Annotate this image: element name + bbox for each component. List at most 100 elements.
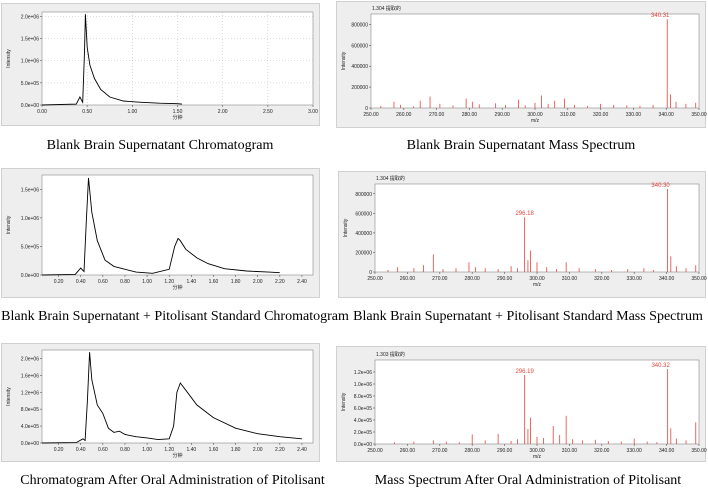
x-tick-label: 0.00 bbox=[37, 109, 47, 115]
y-tick-label: 2.0e+05 bbox=[354, 430, 372, 436]
y-tick-label: 1.0e+06 bbox=[21, 59, 39, 65]
y-tick-label: 1.5e+06 bbox=[21, 37, 39, 43]
x-tick-label: 1.00 bbox=[142, 279, 152, 285]
x-tick-label: 1.60 bbox=[209, 447, 219, 453]
x-tick-label: 320.00 bbox=[594, 276, 610, 282]
x-tick-label: 350.00 bbox=[691, 276, 707, 282]
x-tick-label: 260.00 bbox=[396, 112, 412, 118]
y-tick-label: 0 bbox=[369, 270, 372, 276]
x-tick-label: 260.00 bbox=[400, 276, 416, 282]
x-tick-label: 2.20 bbox=[275, 279, 285, 285]
x-tick-label: 0.50 bbox=[82, 109, 92, 115]
chart-panel-3: 0.0e+00 5.0e+05 1.0e+06 1.5e+06 0.20 0.40 0.60… bbox=[1, 168, 320, 298]
y-tick-label: 200000 bbox=[355, 250, 372, 256]
chart-4-caption: Blank Brain Supernatant + Pitolisant Sta… bbox=[353, 309, 703, 324]
x-tick-label: 0.40 bbox=[76, 279, 86, 285]
peak-label: 296.19 bbox=[515, 369, 534, 375]
x-tick-label: 290.00 bbox=[495, 112, 511, 118]
y-tick-label: 0.0e+00 bbox=[354, 442, 372, 448]
x-tick-label: 280.00 bbox=[465, 448, 481, 454]
plot-area bbox=[41, 349, 314, 444]
x-tick-label: 340.00 bbox=[659, 112, 675, 118]
spectrum-header: 1.304 提取的 bbox=[376, 175, 405, 182]
x-axis-label: m/z bbox=[533, 282, 542, 288]
y-tick-label: 400000 bbox=[355, 231, 372, 237]
x-tick-label: 310.00 bbox=[562, 448, 578, 454]
x-tick-label: 300.00 bbox=[529, 448, 545, 454]
y-tick-label: 1.5e+06 bbox=[21, 187, 39, 193]
x-tick-label: 1.00 bbox=[127, 109, 137, 115]
spectrum-header: 1.304 提取的 bbox=[372, 5, 401, 12]
x-tick-label: 1.20 bbox=[164, 279, 174, 285]
x-tick-label: 280.00 bbox=[465, 276, 481, 282]
y-tick-label: 1.0e+06 bbox=[21, 216, 39, 222]
plot-area bbox=[370, 13, 700, 109]
x-tick-label: 0.20 bbox=[54, 279, 64, 285]
y-tick-label: 1.2e+06 bbox=[354, 370, 372, 376]
x-tick-label: 1.00 bbox=[142, 447, 152, 453]
chart-6-svg: 0.0e+00 2.0e+05 4.0e+05 6.0e+05 8.0e+05 1.0e+… bbox=[341, 351, 707, 460]
x-tick-label: 270.00 bbox=[429, 112, 445, 118]
x-tick-label: 350.00 bbox=[691, 448, 707, 454]
chromatogram-line-1 bbox=[41, 14, 183, 106]
y-tick-label: 0.0e+00 bbox=[21, 273, 39, 279]
x-tick-label: 2.40 bbox=[297, 279, 307, 285]
x-axis-label: m/z bbox=[531, 118, 540, 124]
x-tick-label: 250.00 bbox=[363, 112, 379, 118]
x-tick-label: 290.00 bbox=[497, 448, 513, 454]
y-axis-label: Intensity bbox=[6, 387, 12, 406]
y-tick-label: 5.0e+05 bbox=[21, 81, 39, 87]
chart-panel-5: 0.0e+00 4.0e+05 8.0e+05 1.2e+06 1.6e+06 2.0e+… bbox=[1, 343, 320, 462]
plot-area bbox=[374, 359, 700, 445]
y-axis-label: Intensity bbox=[341, 392, 347, 411]
chart-2-svg: 0 200000 400000 600000 800000 250.00 260.00 270… bbox=[341, 5, 707, 124]
y-axis-label: Intensity bbox=[6, 215, 12, 234]
x-tick-label: 1.40 bbox=[186, 279, 196, 285]
y-tick-label: 400000 bbox=[351, 64, 368, 70]
y-axis-label: Intensity bbox=[343, 218, 349, 237]
x-tick-label: 2.00 bbox=[218, 109, 228, 115]
chart-panel-1: 0.0e+00 5.0e+05 1.0e+06 1.5e+06 2.0e+06 0.00 0… bbox=[1, 3, 320, 126]
y-tick-label: 4.0e+05 bbox=[354, 418, 372, 424]
chart-3-svg: 0.0e+00 5.0e+05 1.0e+06 1.5e+06 0.20 0.40 0.60… bbox=[6, 174, 314, 291]
x-axis-label: 分钟 bbox=[172, 114, 182, 121]
peak-label: 340.30 bbox=[651, 183, 670, 189]
y-tick-label: 0.0e+00 bbox=[21, 103, 39, 109]
x-tick-label: 310.00 bbox=[560, 112, 576, 118]
x-tick-label: 330.00 bbox=[626, 112, 642, 118]
y-tick-label: 1.6e+06 bbox=[21, 373, 39, 379]
x-tick-label: 0.20 bbox=[54, 447, 64, 453]
x-tick-label: 300.00 bbox=[527, 112, 543, 118]
x-tick-label: 310.00 bbox=[562, 276, 578, 282]
y-tick-label: 600000 bbox=[355, 211, 372, 217]
x-tick-label: 270.00 bbox=[432, 276, 448, 282]
x-tick-label: 2.00 bbox=[253, 447, 263, 453]
chart-5-svg: 0.0e+00 4.0e+05 8.0e+05 1.2e+06 1.6e+06 2.0e+… bbox=[6, 349, 314, 459]
x-tick-label: 1.40 bbox=[186, 447, 196, 453]
chart-4-svg: 0 200000 400000 600000 800000 250.00 260.00 270… bbox=[343, 175, 707, 288]
chart-panel-6: 0.0e+00 2.0e+05 4.0e+05 6.0e+05 8.0e+05 1.0e+… bbox=[336, 346, 707, 462]
y-tick-label: 6.0e+05 bbox=[354, 406, 372, 412]
y-tick-label: 200000 bbox=[351, 85, 368, 91]
x-tick-label: 1.20 bbox=[164, 447, 174, 453]
x-tick-label: 300.00 bbox=[529, 276, 545, 282]
y-tick-label: 5.0e+05 bbox=[21, 244, 39, 250]
x-tick-label: 2.00 bbox=[253, 279, 263, 285]
x-tick-label: 2.40 bbox=[297, 447, 307, 453]
x-tick-label: 0.80 bbox=[120, 447, 130, 453]
y-tick-label: 2.0e+06 bbox=[21, 356, 39, 362]
chromatogram-line-3 bbox=[41, 177, 280, 276]
x-tick-label: 1.80 bbox=[231, 447, 241, 453]
x-tick-label: 340.00 bbox=[659, 448, 675, 454]
peak-label: 340.31 bbox=[651, 13, 670, 19]
x-tick-label: 330.00 bbox=[627, 276, 643, 282]
peak-label: 340.32 bbox=[651, 363, 670, 369]
x-tick-label: 340.00 bbox=[659, 276, 675, 282]
x-tick-label: 2.50 bbox=[263, 109, 273, 115]
y-tick-label: 8.0e+05 bbox=[354, 394, 372, 400]
y-tick-label: 8.0e+05 bbox=[21, 407, 39, 413]
chart-6-caption: Mass Spectrum After Oral Administration … bbox=[374, 473, 682, 488]
chromatogram-line-5 bbox=[41, 352, 302, 444]
x-tick-label: 260.00 bbox=[400, 448, 416, 454]
x-tick-label: 330.00 bbox=[627, 448, 643, 454]
